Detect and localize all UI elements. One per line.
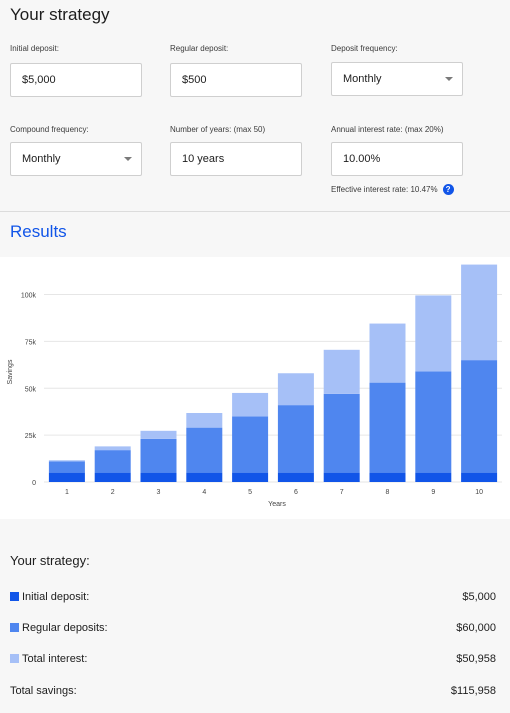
deposit-frequency-value: Monthly	[343, 73, 382, 85]
years-input[interactable]: 10 years	[170, 142, 302, 176]
summary-interest-value: $50,958	[456, 653, 496, 665]
x-tick-label: 10	[475, 489, 483, 496]
deposit-frequency-select[interactable]: Monthly	[331, 62, 463, 96]
y-axis-label: Savings	[7, 359, 14, 384]
help-icon[interactable]: ?	[442, 184, 454, 195]
summary-total-value: $115,958	[450, 685, 496, 697]
interest-rate-input[interactable]: 10.00%	[331, 142, 463, 176]
summary-initial-label: Initial deposit:	[22, 591, 90, 603]
summary-regular-label: Regular deposits:	[22, 622, 108, 634]
bar-segment	[277, 373, 314, 406]
initial-deposit-input[interactable]: $5,000	[10, 63, 142, 97]
effective-rate-text: Effective interest rate: 10.47%	[331, 185, 438, 194]
bar-segment	[94, 450, 131, 473]
bar-segment	[232, 472, 269, 482]
x-tick-label: 2	[111, 489, 115, 496]
x-tick-label: 6	[294, 489, 298, 496]
bar-segment	[369, 382, 406, 473]
savings-chart: 0 25k 50k 75k 100k 1 2 3 4 5 6 7 8 9 10 Years Savings	[7, 264, 502, 508]
bar-segment	[369, 323, 406, 383]
bar-segment	[48, 472, 85, 482]
bar-segment	[277, 405, 314, 473]
x-tick-label: 5	[248, 489, 252, 496]
x-tick-label: 3	[157, 489, 161, 496]
summary-initial-row: Initial deposit: $5,000	[10, 591, 496, 607]
x-tick-label: 8	[386, 489, 390, 496]
effective-rate-hint: Effective interest rate: 10.47% ?	[331, 184, 454, 195]
results-title: Results	[10, 222, 67, 241]
initial-deposit-field: Initial deposit: $5,000	[10, 44, 142, 97]
bar-segment	[369, 472, 406, 482]
bar-segment	[323, 349, 360, 394]
bar-segment	[186, 427, 223, 473]
regular-deposit-field: Regular deposit: $500	[170, 44, 302, 97]
regular-deposit-input[interactable]: $500	[170, 63, 302, 97]
bar-segment	[232, 392, 269, 417]
x-tick-label: 7	[340, 489, 344, 496]
bar-segment	[48, 460, 85, 462]
chart-container: 0 25k 50k 75k 100k 1 2 3 4 5 6 7 8 9 10 Years Savings	[0, 257, 510, 519]
initial-deposit-label: Initial deposit:	[10, 44, 59, 53]
bar-segment	[140, 438, 177, 473]
bar-segment	[323, 472, 360, 482]
summary-regular-row: Regular deposits: $60,000	[10, 622, 496, 638]
bar-segment	[94, 446, 131, 451]
y-tick-label: 75k	[25, 339, 37, 346]
bar-segment	[232, 416, 269, 473]
bar-segment	[94, 472, 131, 482]
summary-total-label: Total savings:	[10, 685, 77, 697]
bar-segment	[140, 472, 177, 482]
y-tick-label: 0	[32, 480, 36, 487]
years-label: Number of years: (max 50)	[170, 125, 266, 134]
y-tick-label: 100k	[21, 293, 37, 300]
x-axis-label: Years	[268, 501, 286, 508]
interest-rate-label: Annual interest rate: (max 20%)	[331, 125, 444, 134]
bar-segment	[415, 472, 452, 482]
regular-deposits-swatch	[10, 623, 19, 632]
regular-deposit-label: Regular deposit:	[170, 44, 229, 53]
summary-total-row: Total savings: $115,958	[10, 685, 496, 701]
y-tick-label: 25k	[25, 433, 37, 440]
summary-initial-value: $5,000	[462, 591, 496, 603]
strategy-title: Your strategy	[10, 5, 110, 24]
deposit-frequency-label: Deposit frequency:	[331, 44, 398, 53]
bar-segment	[186, 472, 223, 482]
y-tick-label: 50k	[25, 386, 37, 393]
bar-segment	[277, 472, 314, 482]
bar-segment	[48, 461, 85, 473]
bar-segment	[415, 295, 452, 372]
initial-deposit-swatch	[10, 592, 19, 601]
bar-segment	[461, 264, 498, 361]
bar-segment	[461, 472, 498, 482]
compound-frequency-field: Compound frequency: Monthly	[10, 125, 142, 176]
section-divider	[0, 211, 510, 212]
summary-interest-label: Total interest:	[22, 653, 88, 665]
bar-segment	[415, 371, 452, 473]
summary-interest-row: Total interest: $50,958	[10, 653, 496, 669]
bar-segment	[461, 360, 498, 473]
summary-regular-value: $60,000	[456, 622, 496, 634]
x-tick-label: 4	[202, 489, 206, 496]
bar-segment	[186, 413, 223, 428]
summary-title: Your strategy:	[10, 553, 90, 568]
interest-rate-field: Annual interest rate: (max 20%) 10.00%	[331, 125, 463, 176]
bar-segment	[140, 430, 177, 439]
compound-frequency-select[interactable]: Monthly	[10, 142, 142, 176]
x-tick-label: 9	[431, 489, 435, 496]
chevron-down-icon	[124, 157, 132, 161]
years-field: Number of years: (max 50) 10 years	[170, 125, 302, 176]
compound-frequency-value: Monthly	[22, 153, 61, 165]
x-tick-label: 1	[65, 489, 69, 496]
bar-segment	[323, 393, 360, 473]
deposit-frequency-field: Deposit frequency: Monthly	[331, 44, 463, 96]
chevron-down-icon	[445, 77, 453, 81]
total-interest-swatch	[10, 654, 19, 663]
compound-frequency-label: Compound frequency:	[10, 125, 89, 134]
